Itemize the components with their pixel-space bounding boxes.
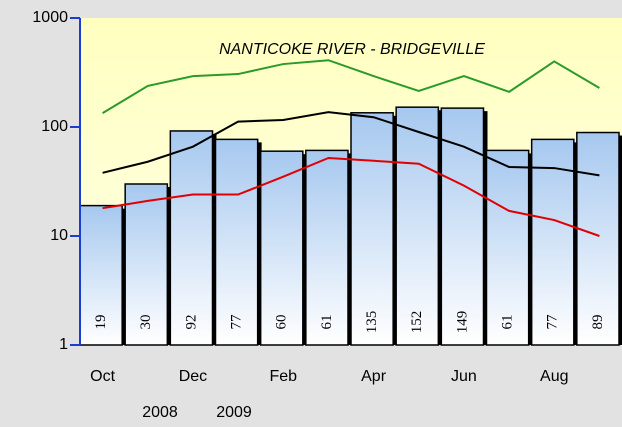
- bar: [124, 183, 169, 346]
- line: [102, 156, 600, 237]
- y-tick-label: 1: [59, 336, 68, 353]
- bar: [395, 106, 440, 346]
- value-label: 77: [229, 314, 245, 330]
- bar: [214, 138, 259, 346]
- y-tick-label: 10: [50, 227, 68, 244]
- chart-title: NANTICOKE RIVER - BRIDGEVILLE: [219, 41, 485, 58]
- value-label: 30: [138, 315, 154, 330]
- bar: [440, 107, 485, 346]
- x-tick-label: Apr: [361, 368, 387, 385]
- x-tick-label: Feb: [269, 368, 297, 385]
- value-label: 152: [409, 311, 425, 334]
- x-tick-label: Jun: [451, 368, 477, 385]
- bar: [79, 204, 123, 346]
- value-label: 89: [590, 315, 606, 330]
- line: [102, 111, 600, 177]
- line: [102, 59, 600, 115]
- value-label: 135: [364, 311, 380, 334]
- value-label: 61: [500, 315, 516, 330]
- x-tick-label: Dec: [179, 368, 207, 385]
- value-label: 60: [274, 315, 290, 330]
- value-label: 149: [454, 311, 470, 334]
- bar: [530, 138, 575, 346]
- year-label: 2009: [216, 404, 252, 421]
- bar: [305, 149, 349, 346]
- bar: [576, 131, 620, 346]
- bar: [350, 112, 394, 346]
- bar: [169, 130, 214, 346]
- value-label: 19: [93, 315, 109, 330]
- bar: [485, 149, 530, 346]
- x-tick-label: Aug: [540, 368, 568, 385]
- y-tick-label: 1000: [32, 9, 68, 26]
- value-label: 61: [319, 315, 335, 330]
- value-label: 77: [545, 314, 561, 330]
- y-tick-label: 100: [41, 118, 68, 135]
- x-tick-label: Oct: [90, 368, 115, 385]
- value-label: 92: [183, 315, 199, 330]
- year-label: 2008: [142, 404, 178, 421]
